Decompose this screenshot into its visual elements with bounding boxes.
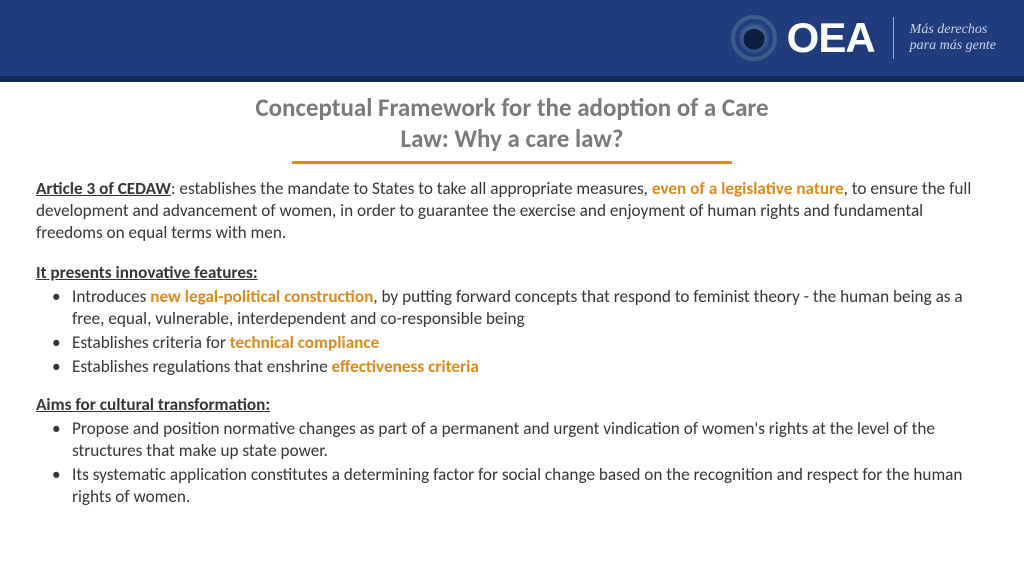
intro-lead-label: Article 3 of CEDAW [36,178,171,199]
section-a-heading: It presents innovative features: [36,262,988,284]
list-item: Propose and position normative changes a… [36,418,988,462]
list-item: Establishes regulations that enshrine ef… [36,356,988,378]
intro-part1: : establishes the mandate to States to t… [171,178,652,199]
slide-title-line2: Law: Why a care law? [0,123,1024,154]
list-item-accent: effectiveness criteria [332,356,479,377]
section-b-list: Propose and position normative changes a… [36,418,988,508]
org-acronym: OEA [787,14,875,62]
list-item-accent: technical compliance [230,332,380,353]
slogan-line1: Más derechos [910,22,988,37]
list-item: Its systematic application constitutes a… [36,464,988,508]
list-item-accent: new legal-political construction [150,286,373,307]
intro-accent: even of a legislative nature [652,178,844,199]
list-item: Establishes criteria for technical compl… [36,332,988,354]
header-divider [893,17,894,59]
slogan-line2: para más gente [910,38,996,53]
header-bar: OEA Más derechos para más gente [0,0,1024,76]
list-item: Introduces new legal-political construct… [36,286,988,330]
org-logo-group: OEA Más derechos para más gente [731,14,996,62]
slide-content: Article 3 of CEDAW: establishes the mand… [0,164,1024,508]
intro-paragraph: Article 3 of CEDAW: establishes the mand… [36,178,988,244]
list-item-pre: Establishes criteria for [72,332,230,353]
list-item-pre: Establishes regulations that enshrine [72,356,332,377]
slide-title-block: Conceptual Framework for the adoption of… [0,92,1024,164]
section-a-list: Introduces new legal-political construct… [36,286,988,378]
list-item-pre: Introduces [72,286,150,307]
org-slogan: Más derechos para más gente [910,22,996,54]
slide-title-line1: Conceptual Framework for the adoption of… [0,92,1024,123]
section-b-heading: Aims for cultural transformation: [36,394,988,416]
header-accent-strip [0,76,1024,82]
org-seal-icon [731,15,777,61]
